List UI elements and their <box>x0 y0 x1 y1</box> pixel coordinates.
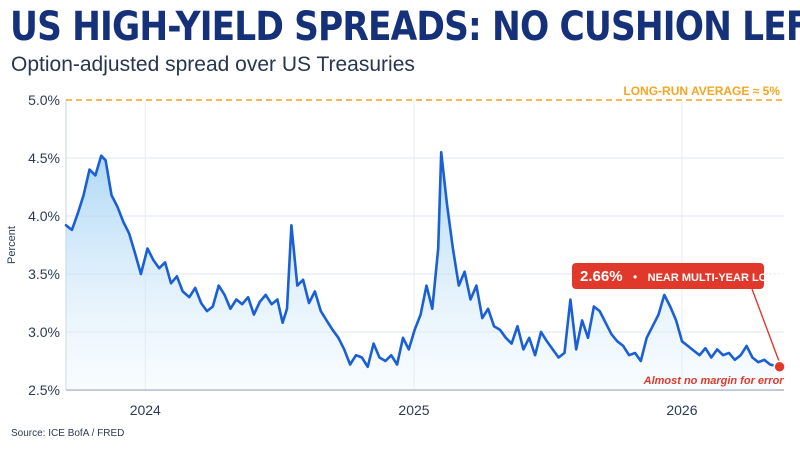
source-note: Source: ICE BofA / FRED <box>11 428 125 439</box>
long-run-average-label: LONG-RUN AVERAGE ≈ 5% <box>623 84 780 98</box>
callout-value: 2.66% <box>580 268 623 285</box>
y-tick-label: 2.5% <box>28 382 60 398</box>
y-tick-label: 4.5% <box>28 150 60 166</box>
x-tick-label: 2024 <box>130 402 161 418</box>
y-tick-label: 4.0% <box>28 208 60 224</box>
callout-label: NEAR MULTI-YEAR LOWS <box>648 272 785 284</box>
x-tick-label: 2025 <box>398 402 429 418</box>
y-tick-label: 5.0% <box>28 92 60 108</box>
series-line <box>64 150 776 369</box>
callout-text: 2.66% • NEAR MULTI-YEAR LOWS <box>580 268 785 285</box>
y-tick-label: 3.5% <box>28 266 60 282</box>
page-subtitle: Option-adjusted spread over US Treasurie… <box>11 53 415 76</box>
callout-box <box>572 263 764 289</box>
callout: 2.66% • NEAR MULTI-YEAR LOWS Almost no m… <box>572 263 786 387</box>
x-tick-label: 2026 <box>666 402 697 418</box>
page-title: US HIGH-YIELD SPREADS: NO CUSHION LEFT <box>10 4 800 50</box>
series-area <box>66 152 775 390</box>
y-axis-label: Percent <box>6 226 18 264</box>
callout-note: Almost no margin for error <box>643 375 785 387</box>
y-tick-label: 3.0% <box>28 324 60 340</box>
latest-value-dot <box>773 360 786 374</box>
callout-leader <box>751 288 781 364</box>
callout-separator: • <box>633 270 637 284</box>
